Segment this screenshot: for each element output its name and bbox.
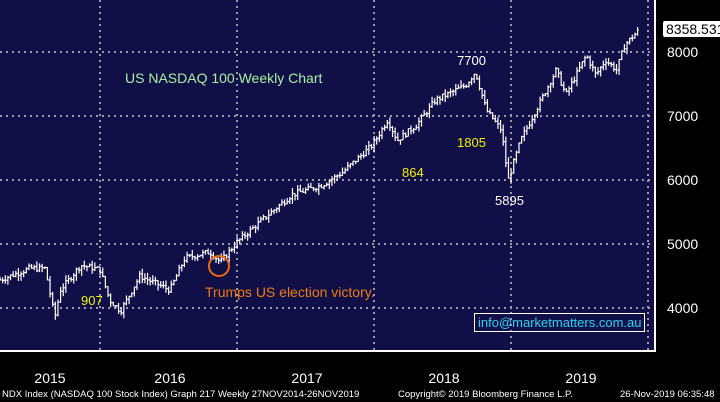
y-tick-label: 5000 xyxy=(667,236,699,252)
annotation-5895: 5895 xyxy=(495,193,524,208)
chart-title: US NASDAQ 100 Weekly Chart xyxy=(125,70,323,86)
election-circle-marker xyxy=(208,255,230,277)
annotation-864: 864 xyxy=(402,165,424,180)
last-price-label: 8358.531 xyxy=(663,21,720,37)
x-tick-label: 2019 xyxy=(565,370,597,386)
annotation-1805: 1805 xyxy=(457,135,486,150)
y-tick-label: 7000 xyxy=(667,108,699,124)
annotation-907: 907 xyxy=(81,293,103,308)
contact-email-link[interactable]: info@marketmatters.com.au xyxy=(474,313,646,332)
footer-copyright: Copyright© 2019 Bloomberg Finance L.P. xyxy=(398,389,573,400)
footer-timestamp: 26-Nov-2019 06:35:48 xyxy=(620,389,715,400)
x-tick-label: 2017 xyxy=(291,370,323,386)
x-tick-label: 2018 xyxy=(428,370,460,386)
footer-security-info: NDX Index (NASDAQ 100 Stock Index) Graph… xyxy=(2,389,360,400)
annotation-7700: 7700 xyxy=(457,53,486,68)
election-annotation: Trumps US election victory. xyxy=(205,284,375,300)
y-tick-label: 8000 xyxy=(667,44,699,60)
x-tick-label: 2015 xyxy=(34,370,66,386)
x-tick-label: 2016 xyxy=(154,370,186,386)
price-chart xyxy=(0,0,656,352)
y-tick-label: 6000 xyxy=(667,172,699,188)
plot-area xyxy=(0,0,656,352)
y-tick-label: 4000 xyxy=(667,300,699,316)
